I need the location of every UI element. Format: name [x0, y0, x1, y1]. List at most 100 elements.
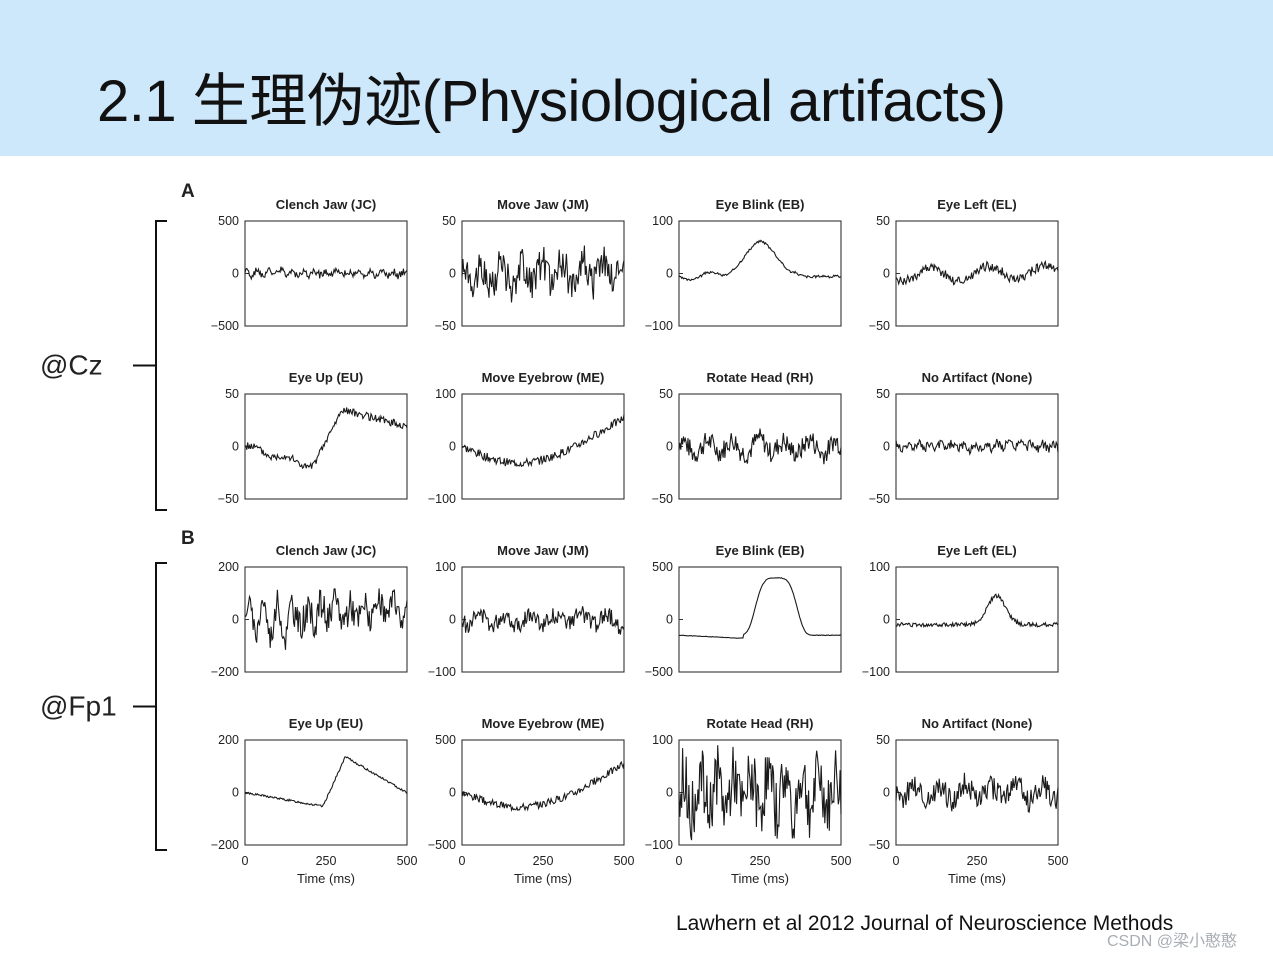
- channel-label-A: @Cz: [40, 350, 103, 381]
- y-tick-label: 0: [232, 786, 239, 800]
- watermark: CSDN @梁小憨憨: [1107, 933, 1238, 950]
- panel-11: Eye Left (EL) 100 0 −100: [862, 543, 1059, 679]
- signal-trace: [895, 772, 1059, 813]
- panel-title: Clench Jaw (JC): [276, 543, 376, 558]
- y-tick-label: 100: [869, 560, 890, 574]
- panel-1: Move Jaw (JM) 50 0 −50: [435, 197, 625, 333]
- y-tick-label: −100: [645, 319, 673, 333]
- channel-bracket-B: [133, 562, 167, 851]
- slide-title: 2.1 生理伪迹(Physiological artifacts): [97, 69, 1006, 134]
- x-tick-label: 0: [676, 854, 683, 868]
- panel-frame: [244, 566, 408, 673]
- y-tick-label: 50: [659, 387, 673, 401]
- panel-title: Eye Up (EU): [289, 716, 363, 731]
- x-axis-label: Time (ms): [514, 871, 572, 886]
- panel-5: Move Eyebrow (ME) 100 0 −100: [428, 370, 625, 506]
- panel-4: Eye Up (EU) 50 0 −50: [218, 370, 408, 506]
- y-tick-label: 0: [666, 786, 673, 800]
- signal-trace: [244, 266, 408, 281]
- y-tick-label: −500: [428, 838, 456, 852]
- channel-bracket-A: [133, 220, 167, 511]
- panel-title: No Artifact (None): [922, 716, 1033, 731]
- signal-trace: [678, 239, 842, 282]
- panel-title: Rotate Head (RH): [707, 716, 814, 731]
- y-tick-label: 0: [232, 440, 239, 454]
- panel-title: Eye Blink (EB): [716, 543, 805, 558]
- y-tick-label: −100: [862, 665, 890, 679]
- x-tick-label: 500: [397, 854, 418, 868]
- panel-title: Move Eyebrow (ME): [482, 716, 605, 731]
- panel-title: Rotate Head (RH): [707, 370, 814, 385]
- y-tick-label: −500: [645, 665, 673, 679]
- y-tick-label: 500: [218, 214, 239, 228]
- y-tick-label: −50: [218, 492, 239, 506]
- x-tick-label: 500: [614, 854, 635, 868]
- signal-trace: [461, 414, 625, 468]
- panel-0: Clench Jaw (JC) 500 0 −500: [211, 197, 408, 333]
- y-tick-label: 0: [449, 613, 456, 627]
- y-tick-label: 100: [652, 733, 673, 747]
- x-tick-label: 250: [967, 854, 988, 868]
- panel-title: Move Jaw (JM): [497, 543, 589, 558]
- signal-trace: [678, 428, 842, 465]
- x-tick-label: 500: [831, 854, 852, 868]
- y-tick-label: −100: [428, 492, 456, 506]
- y-tick-label: 200: [218, 560, 239, 574]
- signal-trace: [244, 407, 408, 470]
- y-tick-label: −500: [211, 319, 239, 333]
- panel-frame: [461, 393, 625, 500]
- panel-frame: [244, 739, 408, 846]
- panel-10: Eye Blink (EB) 500 0 −500: [645, 543, 842, 679]
- y-tick-label: 100: [435, 560, 456, 574]
- panel-frame: [461, 739, 625, 846]
- panel-title: No Artifact (None): [922, 370, 1033, 385]
- y-tick-label: −100: [645, 838, 673, 852]
- panel-title: Clench Jaw (JC): [276, 197, 376, 212]
- channel-label-B: @Fp1: [40, 691, 117, 722]
- signal-trace: [895, 438, 1059, 456]
- panel-3: Eye Left (EL) 50 0 −50: [869, 197, 1059, 333]
- x-axis-label: Time (ms): [297, 871, 355, 886]
- y-tick-label: 0: [883, 613, 890, 627]
- signal-trace: [244, 756, 408, 808]
- y-tick-label: 0: [666, 440, 673, 454]
- y-tick-label: 0: [666, 613, 673, 627]
- y-tick-label: −100: [428, 665, 456, 679]
- y-tick-label: 100: [652, 214, 673, 228]
- y-tick-label: 0: [883, 267, 890, 281]
- section-label-A: A: [181, 181, 195, 202]
- signal-trace: [461, 245, 625, 303]
- x-axis-label: Time (ms): [731, 871, 789, 886]
- signal-trace: [895, 593, 1059, 628]
- y-tick-label: −50: [869, 319, 890, 333]
- y-tick-label: 0: [666, 267, 673, 281]
- panel-2: Eye Blink (EB) 100 0 −100: [645, 197, 842, 333]
- panel-title: Eye Left (EL): [937, 197, 1016, 212]
- citation: Lawhern et al 2012 Journal of Neuroscien…: [676, 912, 1174, 935]
- y-tick-label: 50: [876, 214, 890, 228]
- x-tick-label: 0: [893, 854, 900, 868]
- signal-trace: [461, 606, 625, 635]
- x-tick-label: 500: [1048, 854, 1069, 868]
- x-tick-label: 0: [242, 854, 249, 868]
- signal-trace: [461, 760, 625, 812]
- panel-9: Move Jaw (JM) 100 0 −100: [428, 543, 625, 679]
- x-tick-label: 0: [459, 854, 466, 868]
- y-tick-label: 500: [652, 560, 673, 574]
- section-label-B: B: [181, 528, 195, 549]
- y-tick-label: 0: [449, 786, 456, 800]
- x-tick-label: 250: [316, 854, 337, 868]
- y-tick-label: 100: [435, 387, 456, 401]
- panel-title: Move Jaw (JM): [497, 197, 589, 212]
- x-axis-label: Time (ms): [948, 871, 1006, 886]
- panel-frame: [244, 393, 408, 500]
- y-tick-label: −50: [869, 492, 890, 506]
- x-tick-label: 250: [750, 854, 771, 868]
- y-tick-label: 50: [876, 387, 890, 401]
- signal-trace: [679, 577, 842, 639]
- y-tick-label: 0: [232, 267, 239, 281]
